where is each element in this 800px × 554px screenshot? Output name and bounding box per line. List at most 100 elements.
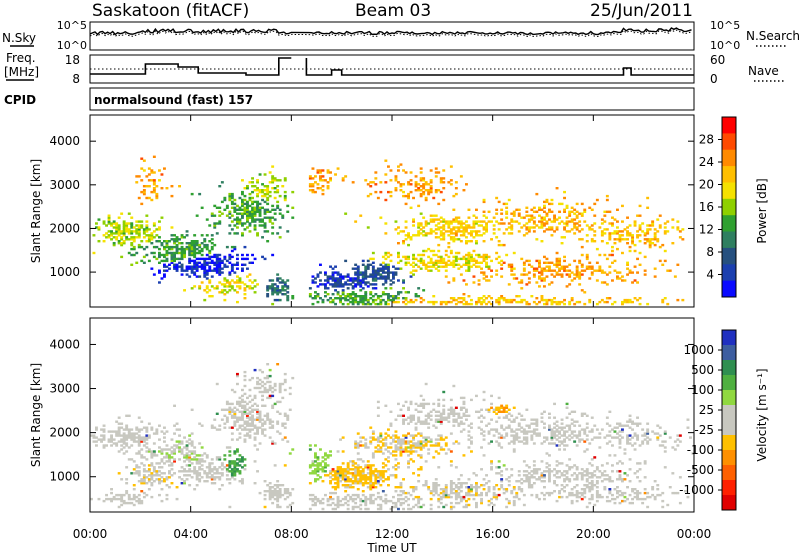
heatmap-cell	[213, 482, 217, 485]
heatmap-cell	[195, 484, 199, 487]
heatmap-cell	[248, 261, 252, 264]
heatmap-cell	[354, 446, 358, 449]
heatmap-cell	[152, 190, 156, 194]
heatmap-cell	[273, 190, 277, 194]
heatmap-cell	[628, 234, 632, 237]
heatmap-cell	[666, 302, 670, 306]
heatmap-cell	[160, 480, 164, 483]
heatmap-cell	[198, 454, 202, 457]
heatmap-cell	[92, 436, 96, 439]
heatmap-cell	[241, 404, 244, 407]
cpid-label: CPID	[4, 93, 36, 107]
heatmap-cell	[495, 493, 499, 497]
heatmap-cell	[583, 474, 587, 477]
heatmap-cell	[661, 243, 665, 247]
heatmap-cell	[424, 196, 428, 200]
heatmap-cell	[208, 462, 212, 465]
heatmap-cell	[512, 406, 516, 409]
heatmap-cell	[522, 261, 526, 264]
heatmap-cell	[495, 412, 499, 415]
heatmap-cell	[200, 253, 204, 257]
heatmap-cell	[200, 247, 204, 251]
heatmap-cell	[422, 234, 426, 237]
heatmap-cell	[578, 275, 582, 278]
heatmap-cell	[359, 300, 363, 304]
heatmap-cell	[346, 486, 350, 489]
heatmap-cell	[354, 279, 358, 282]
heatmap-cell	[319, 283, 322, 286]
heatmap-cell	[628, 232, 632, 235]
heatmap-cell	[190, 452, 194, 455]
heatmap-cell	[475, 302, 478, 306]
heatmap-cell	[555, 273, 559, 276]
heatmap-cell	[439, 216, 443, 219]
heatmap-cell	[527, 271, 531, 274]
heatmap-cell	[256, 448, 259, 451]
heatmap-cell	[500, 267, 504, 270]
heatmap-cell	[626, 273, 629, 276]
heatmap-cell	[185, 456, 189, 459]
heatmap-cell	[532, 273, 536, 276]
heatmap-cell	[485, 493, 488, 497]
heatmap-cell	[623, 300, 627, 304]
heatmap-cell	[444, 491, 448, 495]
heatmap-cell	[422, 398, 426, 402]
heatmap-cell	[676, 298, 680, 302]
heatmap-cell	[248, 216, 252, 219]
heatmap-cell	[210, 285, 214, 288]
heatmap-cell	[485, 408, 488, 411]
heatmap-cell	[195, 474, 199, 477]
heatmap-cell	[477, 297, 481, 300]
heatmap-cell	[578, 472, 582, 475]
heatmap-cell	[142, 495, 146, 499]
heatmap-cell	[402, 194, 405, 198]
heatmap-cell	[656, 240, 660, 243]
heatmap-cell	[145, 493, 149, 497]
heatmap-cell	[236, 281, 239, 284]
heatmap-cell	[527, 482, 531, 485]
heatmap-cell	[548, 424, 551, 427]
heatmap-cell	[205, 466, 209, 469]
heatmap-cell	[545, 220, 549, 223]
heatmap-cell	[326, 287, 330, 290]
heatmap-cell	[404, 238, 408, 241]
heatmap-cell	[246, 216, 249, 219]
heatmap-cell	[573, 208, 577, 211]
heatmap-cell	[482, 300, 486, 304]
heatmap-cell	[442, 261, 446, 264]
heatmap-cell	[117, 232, 121, 235]
heatmap-cell	[311, 279, 315, 282]
heatmap-cell	[356, 482, 360, 485]
heatmap-cell	[558, 495, 561, 499]
heatmap-cell	[371, 269, 375, 272]
heatmap-cell	[608, 238, 612, 241]
heatmap-cell	[349, 293, 353, 296]
heatmap-cell	[540, 295, 544, 298]
heatmap-cell	[278, 484, 282, 487]
heatmap-cell	[163, 265, 166, 268]
heatmap-cell	[512, 220, 516, 223]
heatmap-cell	[213, 468, 217, 471]
heatmap-cell	[497, 472, 501, 475]
heatmap-cell	[364, 269, 368, 272]
heatmap-cell	[228, 446, 232, 449]
heatmap-cell	[462, 228, 466, 231]
heatmap-cell	[170, 238, 174, 241]
heatmap-cell	[543, 285, 546, 288]
heatmap-cell	[152, 183, 156, 186]
heatmap-cell	[339, 300, 342, 304]
heatmap-cell	[225, 281, 229, 284]
heatmap-cell	[570, 298, 574, 302]
heatmap-cell	[351, 462, 355, 465]
heatmap-cell	[540, 220, 544, 223]
heatmap-cell	[482, 259, 486, 263]
heatmap-cell	[354, 267, 358, 270]
heatmap-cell	[314, 181, 317, 184]
heatmap-cell	[429, 187, 433, 190]
heatmap-cell	[495, 420, 499, 423]
heatmap-cell	[454, 251, 458, 255]
heatmap-cell	[205, 287, 209, 290]
heatmap-cell	[449, 410, 453, 413]
heatmap-cell	[130, 438, 134, 441]
heatmap-cell	[324, 474, 327, 477]
